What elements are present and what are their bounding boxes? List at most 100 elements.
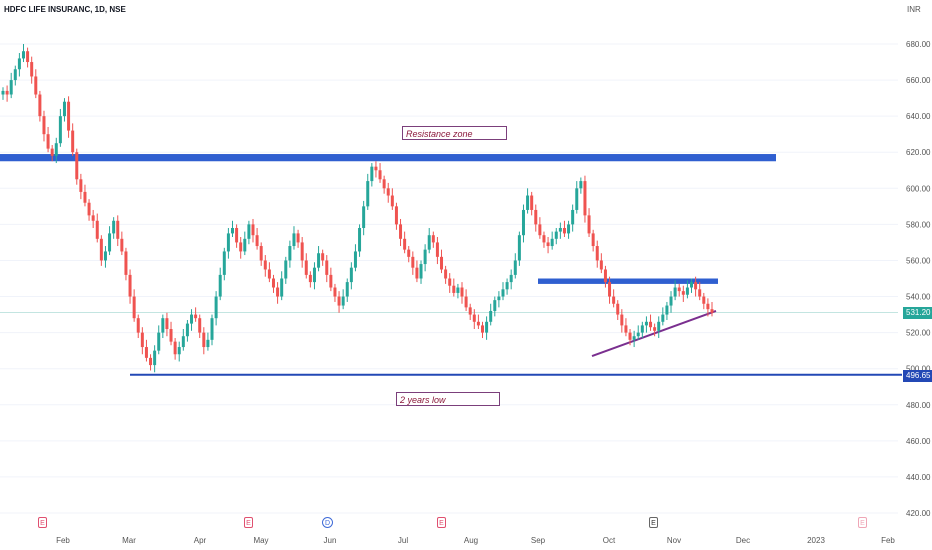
candle-body: [403, 238, 407, 250]
x-tick-label: Jun: [324, 536, 337, 545]
candle-body: [694, 282, 698, 290]
candle-body: [321, 253, 325, 261]
candle-body: [612, 296, 616, 304]
candle-body: [554, 231, 558, 239]
candle-body: [317, 253, 321, 268]
candle-body: [132, 296, 136, 319]
candle-body: [497, 296, 501, 301]
candle-body: [222, 251, 226, 275]
candle-body: [661, 314, 665, 322]
candle-body: [669, 296, 673, 306]
candle-body: [271, 278, 275, 288]
candle-body: [649, 321, 653, 328]
y-tick-label: 460.00: [906, 437, 931, 446]
candle-body: [83, 191, 87, 203]
candle-body: [624, 325, 628, 333]
candle-body: [452, 285, 456, 293]
candle-body: [685, 287, 689, 295]
candle-body: [538, 224, 542, 236]
y-tick-label: 680.00: [906, 40, 931, 49]
candle-body: [595, 246, 599, 261]
short-resistance-band: [538, 278, 718, 284]
candle-body: [673, 287, 677, 297]
candle-body: [431, 235, 435, 243]
candle-body: [616, 303, 620, 315]
x-tick-label: Sep: [531, 536, 546, 545]
candle-body: [9, 80, 13, 95]
candle-body: [620, 314, 624, 326]
candle-body: [300, 242, 304, 261]
candle-body: [13, 69, 17, 81]
support-trendline: [591, 310, 717, 358]
candle-body: [337, 296, 341, 306]
candle-body: [108, 233, 112, 252]
candle-body: [202, 332, 206, 348]
candle-body: [362, 206, 366, 228]
candle-body: [501, 289, 505, 297]
candle-body: [333, 287, 337, 297]
candle-body: [235, 227, 239, 243]
candle-body: [91, 215, 95, 221]
earnings-event-icon[interactable]: E: [437, 517, 446, 528]
earnings-event-icon[interactable]: E: [649, 517, 658, 528]
candle-body: [382, 179, 386, 189]
dividend-event-icon[interactable]: D: [322, 517, 333, 528]
y-tick-label: 640.00: [906, 112, 931, 121]
candle-body: [173, 341, 177, 355]
candle-body: [444, 269, 448, 279]
candle-body: [468, 307, 472, 315]
candle-body: [169, 329, 173, 342]
candle-body: [157, 332, 161, 351]
x-tick-label: Feb: [881, 536, 895, 545]
candle-body: [366, 181, 370, 207]
candle-body: [67, 101, 71, 131]
candle-body: [681, 291, 685, 295]
x-tick-label: Oct: [603, 536, 616, 545]
earnings-event-icon[interactable]: E: [244, 517, 253, 528]
candle-body: [34, 76, 38, 95]
candle-body: [562, 227, 566, 234]
candle-body: [42, 116, 46, 135]
candle-body: [181, 336, 185, 348]
candle-body: [427, 235, 431, 250]
candle-body: [579, 181, 583, 189]
candle-body: [247, 224, 251, 239]
candle-body: [112, 220, 116, 234]
candle-body: [550, 238, 554, 247]
candle-body: [440, 256, 444, 270]
candle-body: [226, 233, 230, 252]
candle-body: [657, 321, 661, 331]
candle-body: [534, 209, 538, 225]
x-tick-label: Apr: [194, 536, 207, 545]
y-tick-label: 580.00: [906, 220, 931, 229]
future-earnings-event-icon[interactable]: E: [858, 517, 867, 528]
candle-body: [526, 195, 530, 210]
candle-body: [103, 251, 107, 261]
candle-body: [255, 235, 259, 247]
candle-body: [583, 181, 587, 216]
two-year-low-note[interactable]: 2 years low: [396, 392, 500, 406]
candle-body: [312, 267, 316, 283]
candle-body: [632, 336, 636, 340]
x-tick-label: Aug: [464, 536, 478, 545]
earnings-event-icon[interactable]: E: [38, 517, 47, 528]
candle-body: [415, 267, 419, 279]
candle-body: [280, 278, 284, 297]
candle-body: [456, 287, 460, 293]
x-tick-label: 2023: [807, 536, 825, 545]
candle-body: [267, 269, 271, 279]
candle-body: [251, 224, 255, 236]
candle-body: [140, 332, 144, 348]
resistance-zone-note[interactable]: Resistance zone: [402, 126, 507, 140]
candle-body: [190, 314, 194, 324]
candle-body: [62, 101, 66, 117]
candle-body: [214, 296, 218, 319]
symbol-title: HDFC LIFE INSURANC, 1D, NSE: [4, 5, 126, 14]
candle-body: [571, 209, 575, 225]
candle-body: [472, 314, 476, 322]
x-tick-label: Jul: [398, 536, 408, 545]
candle-body: [341, 296, 345, 306]
candle-body: [542, 235, 546, 243]
candle-body: [124, 251, 128, 275]
